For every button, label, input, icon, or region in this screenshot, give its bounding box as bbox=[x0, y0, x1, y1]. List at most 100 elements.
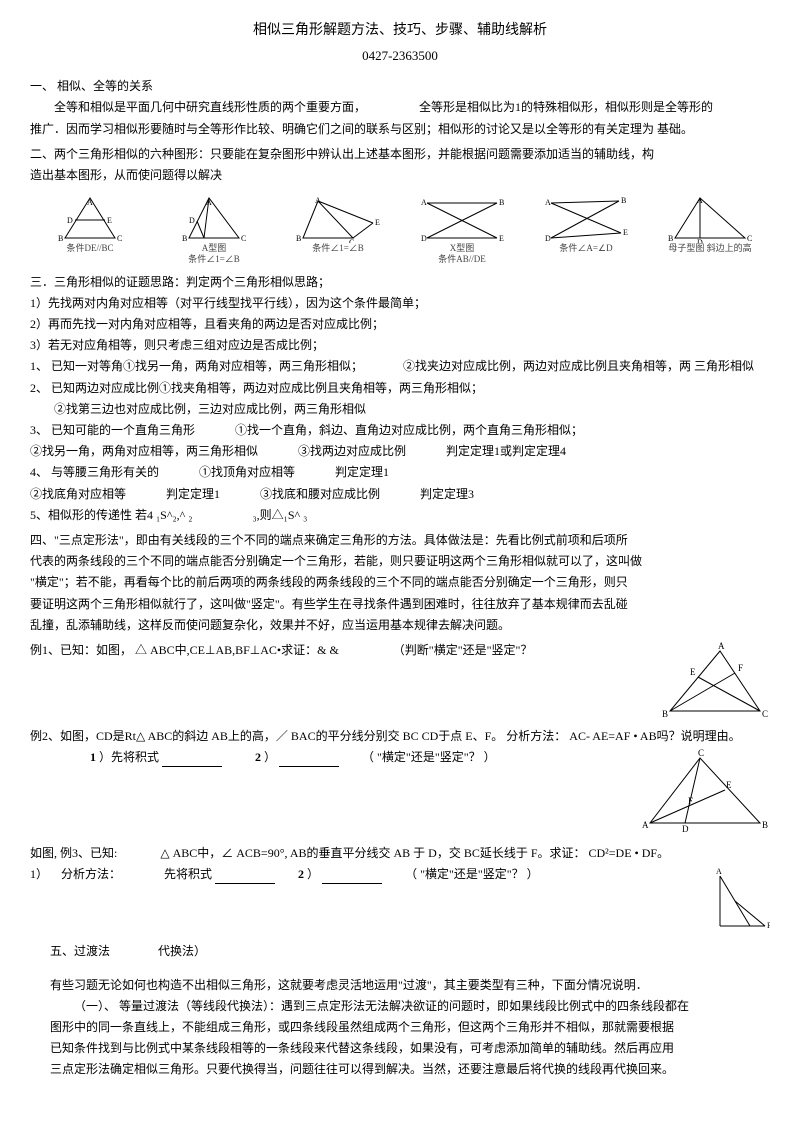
svg-text:E: E bbox=[107, 216, 112, 225]
blank-field bbox=[322, 871, 382, 884]
svg-text:E: E bbox=[690, 667, 696, 677]
svg-text:D: D bbox=[421, 234, 427, 243]
text: 判定定理1 bbox=[166, 485, 220, 504]
svg-text:A: A bbox=[87, 198, 93, 207]
text: 如图, 例3、已知: bbox=[30, 846, 117, 860]
diagram-6: A B C D 母子型图 斜边上的高 bbox=[650, 193, 770, 265]
triangle-figure: C A B D E F bbox=[630, 748, 770, 838]
svg-text:F: F bbox=[767, 921, 770, 930]
svg-text:A: A bbox=[642, 820, 649, 830]
paragraph: "横定"；若不能，再看每个比的前后两项的两条线段的两条线段的三个不同的端点能否分… bbox=[30, 573, 770, 592]
diagram-3: A B C E 条件∠1=∠B bbox=[278, 193, 398, 265]
text: ②找夹边对应成比例，两边对应成比例且夹角相等，两 三角形相似 bbox=[403, 357, 754, 376]
list-item: 2）再而先找一对内角对应相等，且看夹角的两边是否对应成比例； bbox=[30, 315, 770, 334]
diagram-label: X型图条件AB//DE bbox=[402, 243, 522, 265]
paragraph: 推广．因而学习相似形要随时与全等形作比较、明确它们之间的联系与区别；相似形的讨论… bbox=[30, 120, 770, 139]
svg-text:B: B bbox=[499, 198, 504, 207]
diagram-row: A B C D E 条件DE//BC A B C D A型图条件∠1=∠B A … bbox=[30, 193, 770, 265]
page-subtitle: 0427-2363500 bbox=[30, 46, 770, 67]
text: ③找两边对应成比例 bbox=[298, 442, 406, 461]
triangle-icon: A B C D bbox=[665, 193, 755, 243]
paragraph: 已知条件找到与比例式中某条线段相等的一条线段来代替这条线段，如果没有，可考虑添加… bbox=[50, 1039, 770, 1058]
svg-text:C: C bbox=[117, 234, 122, 243]
paragraph: 造出基本图形，从而使问题得以解决 bbox=[30, 166, 770, 185]
diagram-2: A B C D A型图条件∠1=∠B bbox=[154, 193, 274, 265]
text: 1） bbox=[30, 867, 48, 881]
text: ） bbox=[307, 867, 319, 881]
text: 3、 已知可能的一个直角三角形 bbox=[30, 421, 195, 440]
blank-field bbox=[162, 754, 222, 767]
text: ①找顶角对应相等 bbox=[199, 463, 295, 482]
svg-text:A: A bbox=[315, 196, 321, 205]
svg-text:C: C bbox=[241, 234, 246, 243]
blank-field bbox=[215, 871, 275, 884]
svg-text:F: F bbox=[688, 796, 693, 806]
text: ）先将积式 bbox=[99, 750, 159, 764]
svg-text:F: F bbox=[738, 663, 743, 673]
paragraph: 三点定形法确定相似三角形。只要代换得当，问题往往可以得到解决。当然，还要注意最后… bbox=[50, 1060, 770, 1079]
blank-field bbox=[279, 754, 339, 767]
svg-text:C: C bbox=[762, 709, 768, 719]
triangle-icon: A B D E bbox=[417, 193, 507, 243]
section-3-heading: 三．三角形相似的证题思路：判定两个三角形相似思路； bbox=[30, 273, 770, 292]
triangle-icon: A B C D bbox=[179, 193, 249, 243]
text: （ "横定"还是"竖定"？ ） bbox=[362, 750, 496, 764]
paragraph: 四、"三点定形法"，即由有关线段的三个不同的端点来确定三角形的方法。具体做法是：… bbox=[30, 531, 770, 550]
svg-text:A: A bbox=[545, 198, 551, 207]
text: ②找底角对应相等 bbox=[30, 485, 126, 504]
analysis-line: 1） 分析方法： 先将积式 2 ） （ "横定"还是"竖定"？ ） bbox=[30, 865, 770, 884]
text: 分析方法： bbox=[61, 867, 121, 881]
section-5-heading: 五、过渡法 代换法） bbox=[50, 942, 770, 961]
paragraph: 全等和相似是平面几何中研究直线形性质的两个重要方面， 全等形是相似比为1的特殊相… bbox=[30, 98, 770, 117]
list-item: ②找另一角，两角对应相等，两三角形相似 ③找两边对应成比例 判定定理1或判定定理… bbox=[30, 442, 770, 461]
section-5: 五、过渡法 代换法） 有些习题无论如何也构造不出相似三角形，这就要考虑灵活地运用… bbox=[30, 942, 770, 1079]
text: 判定定理1 bbox=[335, 463, 389, 482]
text: 全等和相似是平面几何中研究直线形性质的两个重要方面， bbox=[54, 100, 366, 114]
paragraph: 二、两个三角形相似的六种图形：只要能在复杂图形中辨认出上述基本图形，并能根据问题… bbox=[30, 145, 770, 164]
example-text: 例1、已知：如图， △ ABC中,CE⊥AB,BF⊥AC•求证：& & （判断"… bbox=[30, 641, 770, 660]
text: ②找另一角，两角对应相等，两三角形相似 bbox=[30, 442, 258, 461]
diagram-1: A B C D E 条件DE//BC bbox=[30, 193, 150, 265]
text: ） bbox=[264, 750, 276, 764]
svg-text:C: C bbox=[747, 234, 752, 243]
example-3: 如图, 例3、已知: △ ABC中，∠ ACB=90°, AB的垂直平分线交 A… bbox=[30, 844, 770, 936]
svg-text:B: B bbox=[621, 196, 626, 205]
list-item: 4、 与等腰三角形有关的 ①找顶角对应相等 判定定理1 bbox=[30, 463, 770, 482]
paragraph: 图形中的同一条直线上，不能组成三角形，或四条线段虽然组成两个三角形，但这两个三角… bbox=[50, 1018, 770, 1037]
svg-text:D: D bbox=[545, 234, 551, 243]
text: 判定定理1或判定定理4 bbox=[446, 442, 566, 461]
example-text: 例2、如图，CD是Rt△ ABC的斜边 AB上的高，／ BAC的平分线分别交 B… bbox=[30, 727, 770, 746]
svg-text:A: A bbox=[718, 641, 725, 651]
diagram-label: 条件∠1=∠B bbox=[278, 243, 398, 254]
list-item: 1、 已知一对等角①找另一角，两角对应相等，两三角形相似； ②找夹边对应成比例，… bbox=[30, 357, 770, 376]
list-item: 3）若无对应角相等，则只考虑三组对应边是否成比例； bbox=[30, 336, 770, 355]
page-title: 相似三角形解题方法、技巧、步骤、辅助线解析 bbox=[30, 20, 770, 42]
section-2: 二、两个三角形相似的六种图形：只要能在复杂图形中辨认出上述基本图形，并能根据问题… bbox=[30, 145, 770, 185]
svg-text:B: B bbox=[182, 234, 187, 243]
svg-text:A: A bbox=[421, 198, 427, 207]
svg-text:E: E bbox=[726, 780, 732, 790]
list-item: ②找第三边也对应成比例，三边对应成比例，两三角形相似 bbox=[30, 400, 770, 419]
example-2: 例2、如图，CD是Rt△ ABC的斜边 AB上的高，／ BAC的平分线分别交 B… bbox=[30, 727, 770, 838]
text: 2 bbox=[255, 750, 261, 764]
text: △ ABC中，∠ ACB=90°, AB的垂直平分线交 AB 于 D，交 BC延… bbox=[160, 846, 669, 860]
text: （ "横定"还是"竖定"？ ） bbox=[405, 867, 539, 881]
text: 判定定理3 bbox=[420, 485, 474, 504]
diagram-label: A型图条件∠1=∠B bbox=[154, 243, 274, 265]
diagram-label: 条件DE//BC bbox=[30, 243, 150, 254]
example-1: A B C E F 例1、已知：如图， △ ABC中,CE⊥AB,BF⊥AC•求… bbox=[30, 641, 770, 721]
svg-text:B: B bbox=[762, 820, 768, 830]
triangle-icon: A B C D E bbox=[55, 193, 125, 243]
svg-text:E: E bbox=[499, 234, 504, 243]
list-item: 1）先找两对内角对应相等（对平行线型找平行线），因为这个条件最简单； bbox=[30, 294, 770, 313]
triangle-icon: A B D E bbox=[541, 193, 631, 243]
svg-text:B: B bbox=[58, 234, 63, 243]
text: 4、 与等腰三角形有关的 bbox=[30, 463, 159, 482]
example-text: 如图, 例3、已知: △ ABC中，∠ ACB=90°, AB的垂直平分线交 A… bbox=[30, 844, 770, 863]
list-item: 5、相似形的传递性 若4 ₁S^₂,^ ₂ ₃,则△₁S^ ₃ bbox=[30, 506, 770, 525]
section-1-heading: 一、 相似、全等的关系 bbox=[30, 77, 770, 96]
paragraph: 乱撞，乱添辅助线，这样反而使问题复杂化，效果并不好，应当运用基本规律去解决问题。 bbox=[30, 616, 770, 635]
list-item: 3、 已知可能的一个直角三角形 ①找一个直角，斜边、直角边对应成比例，两个直角三… bbox=[30, 421, 770, 440]
diagram-4: A B D E X型图条件AB//DE bbox=[402, 193, 522, 265]
svg-text:A: A bbox=[716, 867, 722, 876]
